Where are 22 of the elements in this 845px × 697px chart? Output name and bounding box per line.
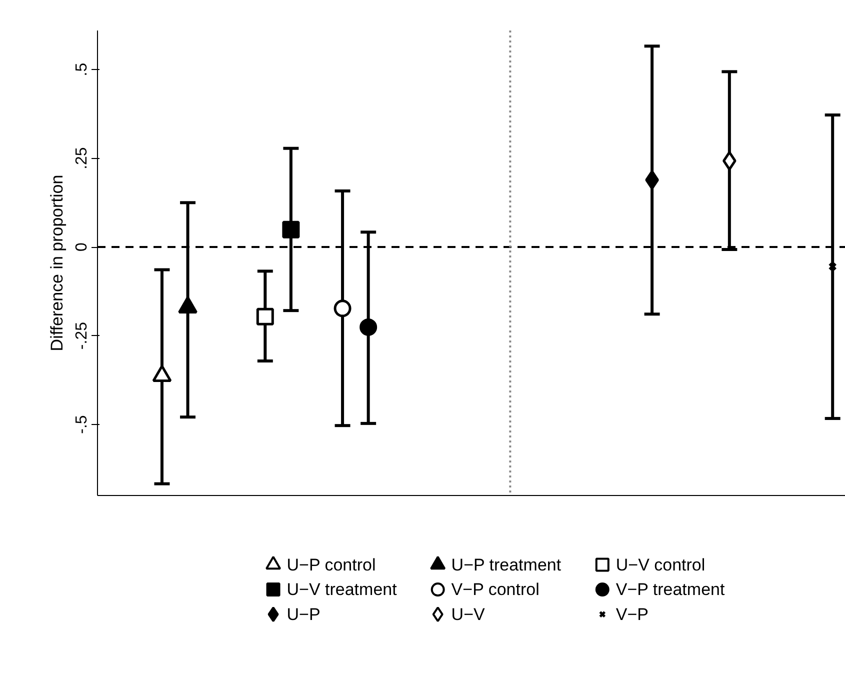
legend-label: U−V control <box>616 555 706 574</box>
legend-label: U−P treatment <box>451 555 562 574</box>
legend-label: U−P <box>286 604 320 624</box>
y-tick-label: 0 <box>74 242 90 252</box>
y-axis-title: Difference in proportion <box>48 174 66 352</box>
point <box>828 262 837 271</box>
point <box>282 220 300 238</box>
legend-label: V−P control <box>451 580 540 600</box>
legend-label: U−P control <box>286 555 376 574</box>
point <box>722 151 736 171</box>
y-tick-label: -.25 <box>74 322 90 350</box>
legend-label: V−P <box>616 604 648 624</box>
point <box>645 170 659 190</box>
legend-label: V−P treatment <box>616 580 725 600</box>
y-tick-label: .5 <box>74 62 90 76</box>
legend-label: U−V treatment <box>286 580 398 600</box>
point <box>360 318 378 336</box>
y-tick-label: .25 <box>74 147 90 170</box>
point <box>256 308 274 326</box>
point <box>334 300 352 318</box>
y-tick-label: -.5 <box>74 415 90 434</box>
legend-label: U−V <box>451 604 486 624</box>
